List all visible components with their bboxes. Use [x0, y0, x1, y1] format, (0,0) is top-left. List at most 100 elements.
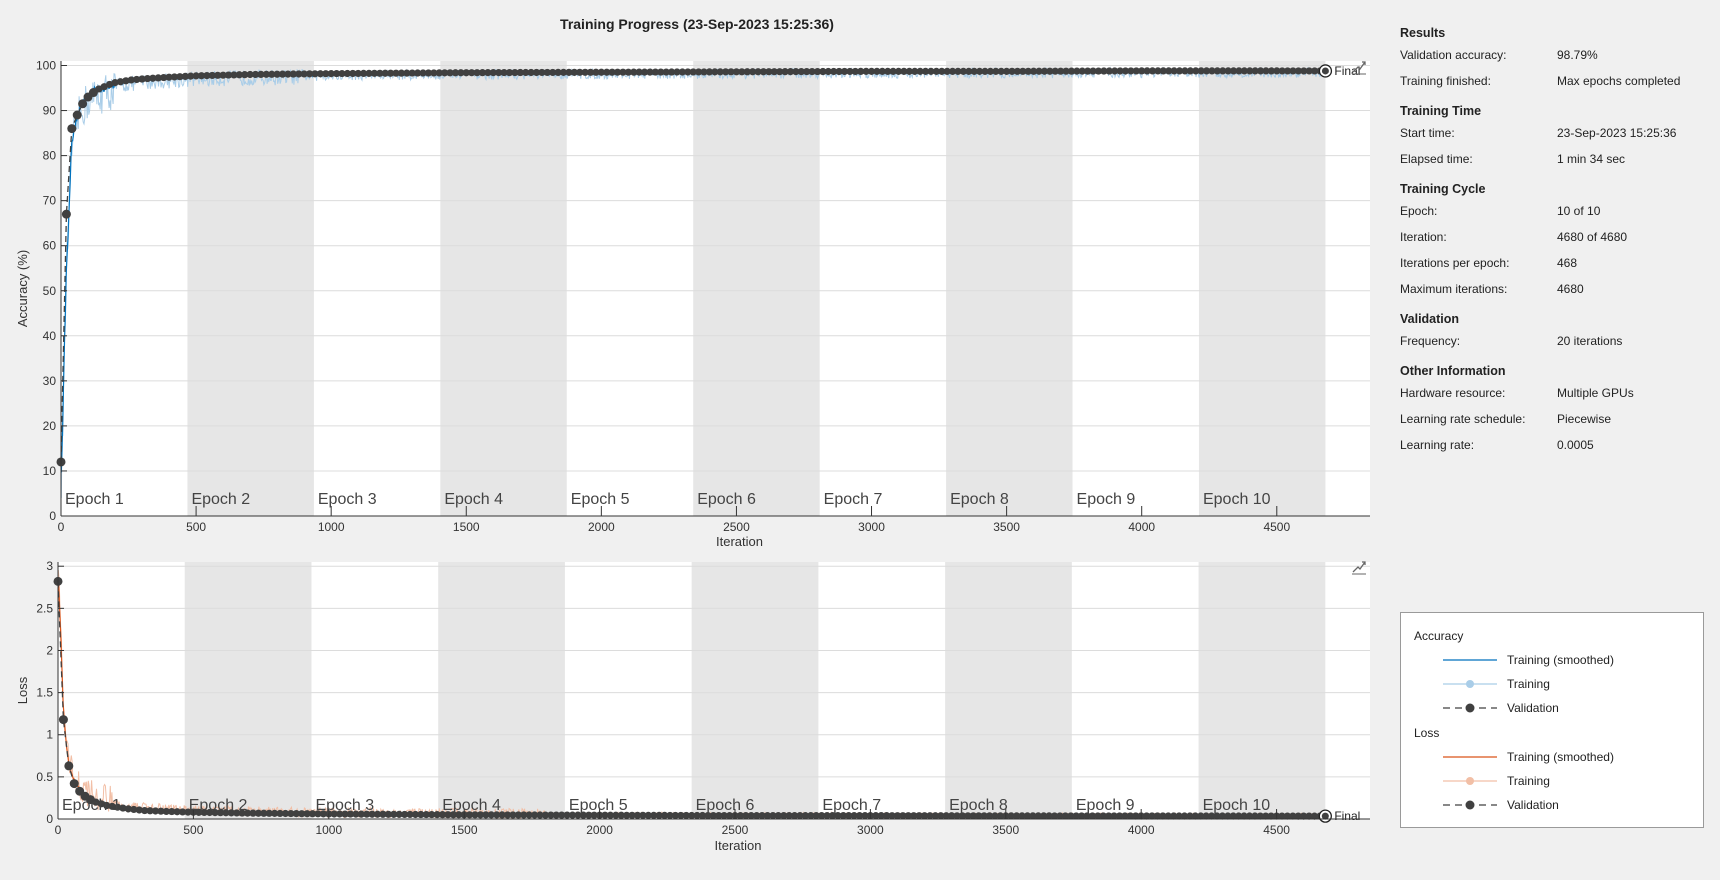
- validation-point: [1121, 67, 1130, 75]
- validation-point: [243, 809, 252, 817]
- info-value: 0.0005: [1557, 438, 1594, 452]
- validation-point: [1170, 67, 1178, 75]
- x-tick-label: 500: [183, 823, 203, 837]
- validation-point: [1018, 812, 1026, 820]
- validation-point: [682, 811, 690, 820]
- validation-point: [260, 809, 268, 817]
- validation-point: [424, 69, 433, 77]
- validation-point: [565, 68, 573, 76]
- validation-point: [559, 68, 568, 76]
- validation-point: [1035, 67, 1043, 75]
- validation-point: [953, 812, 961, 820]
- validation-point: [401, 810, 409, 819]
- validation-point: [278, 70, 287, 78]
- validation-point: [1159, 812, 1167, 820]
- validation-point: [1305, 67, 1313, 75]
- x-tick-label: 1500: [453, 520, 480, 534]
- export-plot-icon[interactable]: [1351, 559, 1367, 575]
- validation-point: [1300, 812, 1308, 820]
- validation-point: [471, 811, 479, 819]
- validation-point: [127, 76, 135, 84]
- info-value: 98.79%: [1557, 48, 1598, 62]
- epoch-label: Epoch 6: [697, 491, 756, 508]
- validation-point: [178, 808, 187, 816]
- validation-point: [558, 811, 566, 819]
- validation-point: [1153, 812, 1162, 820]
- validation-point: [330, 810, 338, 818]
- validation-point: [222, 809, 230, 817]
- validation-point: [1105, 67, 1113, 75]
- validation-point: [861, 812, 869, 820]
- validation-point: [516, 68, 524, 77]
- validation-point: [208, 71, 216, 80]
- epoch-label: Epoch 5: [569, 797, 628, 814]
- validation-point: [742, 812, 750, 820]
- validation-point: [1224, 67, 1232, 75]
- validation-point: [352, 810, 360, 818]
- validation-point: [894, 67, 903, 75]
- validation-point: [796, 812, 804, 820]
- epoch-label: Epoch 5: [571, 491, 630, 508]
- info-label: Elapsed time:: [1400, 152, 1473, 166]
- legend-dashed-marker-icon: [1443, 703, 1497, 713]
- validation-point: [122, 77, 130, 85]
- validation-point: [446, 69, 454, 77]
- validation-point: [384, 810, 392, 818]
- validation-point: [363, 810, 371, 818]
- validation-point: [769, 812, 777, 820]
- validation-point: [905, 67, 913, 75]
- validation-point: [606, 811, 615, 819]
- validation-point: [931, 812, 939, 820]
- validation-point: [181, 72, 189, 81]
- validation-point: [613, 68, 622, 76]
- validation-point: [666, 811, 674, 820]
- validation-point: [554, 68, 562, 77]
- export-plot-icon[interactable]: [1351, 59, 1367, 75]
- validation-point: [92, 798, 100, 806]
- info-label: Iteration:: [1400, 230, 1447, 244]
- validation-point: [433, 811, 441, 819]
- x-tick-label: 4500: [1263, 520, 1290, 534]
- validation-point: [197, 72, 206, 80]
- validation-point: [1051, 67, 1059, 75]
- validation-point: [758, 812, 766, 820]
- validation-point: [354, 69, 362, 78]
- validation-point: [336, 810, 344, 818]
- epoch-band: [693, 61, 820, 516]
- validation-point: [763, 812, 772, 820]
- validation-point: [466, 811, 474, 819]
- epoch-label: Epoch 3: [315, 797, 374, 814]
- legend-dashed-marker-icon: [1443, 800, 1497, 810]
- loss-chart: Final 0 500 1000 1500 2000 2500 3000 3500 4000 450…: [15, 559, 1370, 853]
- validation-point: [590, 811, 598, 819]
- validation-point: [249, 809, 257, 817]
- validation-point: [165, 73, 173, 81]
- validation-point: [246, 70, 254, 79]
- validation-point: [1078, 812, 1086, 820]
- validation-point: [403, 69, 411, 77]
- validation-point: [1019, 67, 1027, 75]
- validation-point: [273, 70, 281, 78]
- validation-point: [503, 811, 512, 819]
- y-axis-label: Loss: [15, 676, 30, 704]
- validation-point: [862, 67, 870, 75]
- validation-point: [738, 68, 746, 76]
- validation-point: [603, 68, 611, 76]
- validation-point: [785, 812, 793, 820]
- validation-point: [970, 67, 978, 75]
- validation-point: [1116, 67, 1124, 75]
- validation-point: [143, 74, 152, 83]
- validation-point: [482, 811, 490, 819]
- validation-point: [786, 68, 795, 76]
- validation-point: [268, 70, 276, 78]
- legend-loss-title: Loss: [1414, 726, 1440, 740]
- validation-point: [95, 85, 103, 93]
- validation-point: [1202, 67, 1211, 75]
- epoch-label: Epoch 4: [442, 797, 501, 814]
- validation-point: [975, 812, 983, 820]
- validation-point: [911, 67, 919, 75]
- validation-point: [495, 69, 503, 77]
- validation-point: [747, 812, 755, 820]
- validation-point: [828, 812, 837, 820]
